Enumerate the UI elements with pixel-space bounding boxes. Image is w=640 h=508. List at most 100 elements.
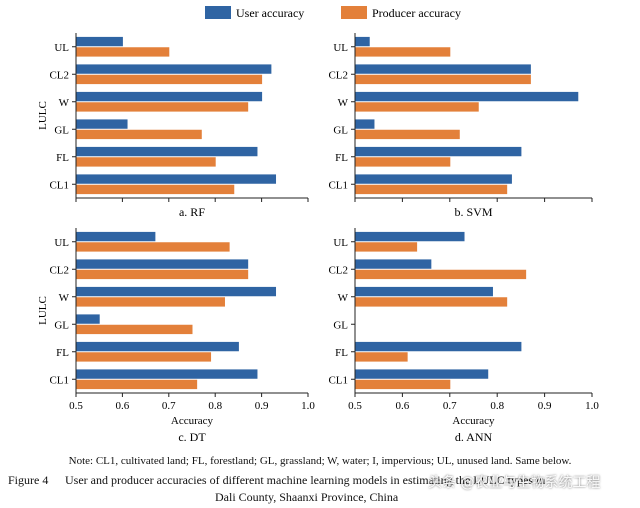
bar-svm-fl-producer: [355, 157, 451, 167]
y-tick-label-w: W: [59, 292, 70, 304]
bar-rf-gl-user: [76, 119, 128, 129]
figure-caption-label: Figure 4: [8, 473, 49, 487]
bar-svm-cl1-user: [355, 174, 512, 184]
bar-rf-ul-user: [76, 36, 123, 47]
y-tick-label-w: W: [338, 292, 349, 304]
y-tick-label-ul: UL: [54, 42, 69, 54]
figure-note: Note: CL1, cultivated land; FL, forestla…: [68, 455, 572, 467]
y-tick-label-fl: FL: [56, 152, 69, 164]
figure-caption: Figure 4 User and producer accuracies of …: [8, 472, 636, 506]
bar-ann-cl1-user: [355, 369, 489, 379]
bar-rf-cl2-user: [76, 64, 272, 74]
bar-svm-cl2-producer: [355, 74, 531, 85]
y-tick-label-gl: GL: [54, 319, 69, 331]
bar-dt-cl2-producer: [76, 269, 249, 280]
x-tick-label: 0.5: [348, 400, 362, 412]
x-tick-label: 1.0: [301, 400, 315, 412]
bar-svm-gl-producer: [355, 129, 460, 140]
y-tick-label-fl: FL: [56, 347, 69, 359]
bar-ann-cl2-user: [355, 259, 432, 269]
bar-dt-w-producer: [76, 297, 225, 307]
legend-label-producer-accuracy: Producer accuracy: [372, 6, 461, 20]
figure-caption-text-line2: Dali County, Shaanxi Province, China: [215, 490, 399, 504]
x-tick-label: 0.7: [162, 400, 176, 412]
y-tick-label-w: W: [338, 97, 349, 109]
legend-swatch-producer-accuracy: [341, 6, 367, 19]
y-tick-label-cl2: CL2: [49, 264, 69, 276]
bar-dt-fl-producer: [76, 352, 212, 362]
y-tick-label-cl1: CL1: [328, 179, 348, 191]
bar-ann-fl-user: [355, 341, 522, 352]
y-tick-label-cl2: CL2: [49, 69, 69, 81]
y-axis-title: LULC: [37, 101, 49, 130]
y-tick-label-cl2: CL2: [328, 69, 348, 81]
bar-dt-ul-user: [76, 231, 156, 242]
bar-ann-ul-producer: [355, 242, 418, 252]
bar-ann-cl1-producer: [355, 379, 451, 390]
panel-caption-svm: b. SVM: [454, 205, 492, 219]
bar-rf-gl-producer: [76, 129, 202, 140]
x-tick-label: 0.6: [396, 400, 410, 412]
bar-ann-w-user: [355, 286, 493, 297]
y-tick-label-ul: UL: [54, 237, 69, 249]
bar-svm-w-producer: [355, 102, 479, 112]
y-tick-label-cl1: CL1: [49, 179, 69, 191]
panel-caption-dt: c. DT: [178, 430, 206, 444]
x-tick-label: 0.8: [490, 400, 504, 412]
bar-dt-gl-user: [76, 314, 100, 324]
x-tick-label: 0.5: [69, 400, 83, 412]
y-axis-title: LULC: [37, 296, 49, 325]
legend-label-user-accuracy: User accuracy: [236, 6, 304, 20]
bar-rf-w-producer: [76, 102, 249, 112]
x-tick-label: 0.8: [208, 400, 222, 412]
bar-svm-ul-user: [355, 36, 370, 47]
chart-panels: UL CL2 W GL FL CL1 LULC a. RF UL CL2 W GL FL CL1 b. SV…: [37, 33, 599, 444]
x-tick-label: 0.6: [116, 400, 130, 412]
bar-svm-ul-producer: [355, 47, 451, 57]
x-tick-label: 0.7: [443, 400, 457, 412]
y-tick-label-ul: UL: [333, 42, 348, 54]
bar-rf-fl-producer: [76, 157, 216, 167]
bar-rf-ul-producer: [76, 47, 170, 57]
panel-caption-rf: a. RF: [179, 205, 205, 219]
y-tick-label-ul: UL: [333, 237, 348, 249]
bar-svm-gl-user: [355, 119, 375, 129]
panel-dt: UL CL2 W GL FL CL1 0.5 0.6 0.7 0.8 0.9 1.0 LULC Accur…: [37, 228, 315, 444]
panel-ann: UL CL2 W GL FL CL1 0.5 0.6 0.7 0.8 0.9 1.0 Accuracy d…: [328, 228, 599, 444]
bar-dt-gl-producer: [76, 324, 193, 335]
bar-svm-fl-user: [355, 146, 522, 157]
y-tick-label-cl1: CL1: [328, 374, 348, 386]
legend: User accuracy Producer accuracy: [205, 6, 461, 20]
bar-rf-cl1-user: [76, 174, 277, 184]
legend-swatch-user-accuracy: [205, 6, 231, 19]
watermark: 头条 @农业与生物系统工程: [428, 475, 601, 491]
bar-ann-cl2-producer: [355, 269, 527, 280]
bar-ann-w-producer: [355, 297, 508, 307]
bar-dt-cl1-producer: [76, 379, 198, 390]
x-tick-label: 0.9: [255, 400, 269, 412]
figure-caption-text-line1: User and producer accuracies of differen…: [65, 473, 546, 487]
bar-dt-w-user: [76, 286, 277, 297]
y-tick-label-cl1: CL1: [49, 374, 69, 386]
y-tick-label-w: W: [59, 97, 70, 109]
y-tick-label-fl: FL: [335, 347, 348, 359]
x-tick-label: 1.0: [585, 400, 599, 412]
y-tick-label-gl: GL: [333, 319, 348, 331]
panel-caption-ann: d. ANN: [455, 430, 493, 444]
panel-rf: UL CL2 W GL FL CL1 LULC a. RF: [37, 33, 309, 219]
bar-dt-fl-user: [76, 341, 239, 352]
bar-rf-fl-user: [76, 146, 258, 157]
bar-rf-cl2-producer: [76, 74, 263, 85]
bar-dt-cl2-user: [76, 259, 249, 269]
bar-svm-cl1-producer: [355, 184, 508, 195]
bar-rf-cl1-producer: [76, 184, 235, 195]
bar-ann-fl-producer: [355, 352, 408, 362]
y-tick-label-gl: GL: [333, 124, 348, 136]
panel-svm: UL CL2 W GL FL CL1 b. SVM: [328, 33, 593, 219]
y-tick-label-gl: GL: [54, 124, 69, 136]
x-tick-label: 0.9: [538, 400, 552, 412]
bar-svm-w-user: [355, 91, 579, 102]
x-axis-title: Accuracy: [171, 415, 214, 427]
y-tick-label-cl2: CL2: [328, 264, 348, 276]
